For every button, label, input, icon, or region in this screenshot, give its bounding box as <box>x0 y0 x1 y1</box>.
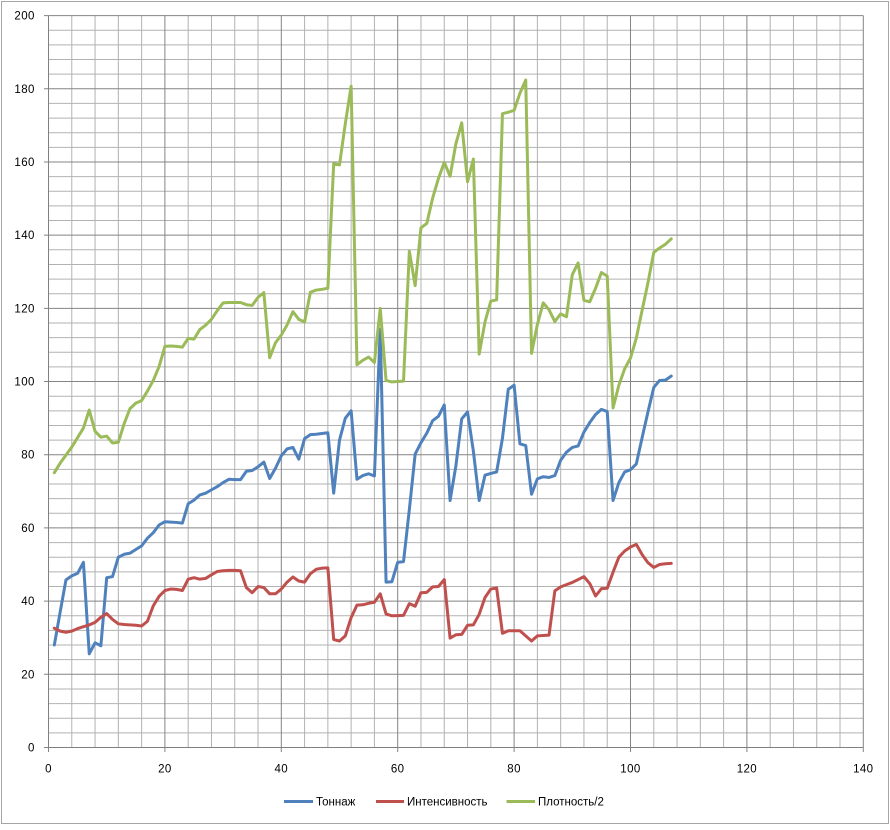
svg-text:140: 140 <box>14 230 34 242</box>
svg-text:100: 100 <box>620 764 640 776</box>
svg-text:80: 80 <box>21 450 35 462</box>
svg-text:Тоннаж: Тоннаж <box>316 797 356 809</box>
svg-text:0: 0 <box>45 764 52 776</box>
svg-text:200: 200 <box>14 11 34 23</box>
svg-text:120: 120 <box>14 303 34 315</box>
svg-text:40: 40 <box>275 764 289 776</box>
svg-text:0: 0 <box>28 743 35 755</box>
svg-text:Плотность/2: Плотность/2 <box>538 797 604 809</box>
svg-text:20: 20 <box>158 764 172 776</box>
svg-text:100: 100 <box>14 377 34 389</box>
svg-text:60: 60 <box>21 523 35 535</box>
svg-text:160: 160 <box>14 157 34 169</box>
svg-text:20: 20 <box>21 669 35 681</box>
svg-text:140: 140 <box>853 764 873 776</box>
svg-text:40: 40 <box>21 596 35 608</box>
svg-text:60: 60 <box>391 764 405 776</box>
svg-text:120: 120 <box>737 764 757 776</box>
svg-text:Интенсивность: Интенсивность <box>407 797 488 809</box>
svg-text:80: 80 <box>507 764 521 776</box>
svg-text:180: 180 <box>14 84 34 96</box>
